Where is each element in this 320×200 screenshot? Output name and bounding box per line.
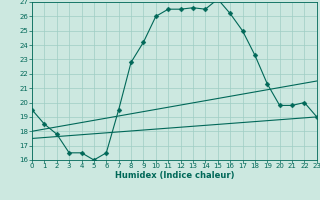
X-axis label: Humidex (Indice chaleur): Humidex (Indice chaleur) bbox=[115, 171, 234, 180]
